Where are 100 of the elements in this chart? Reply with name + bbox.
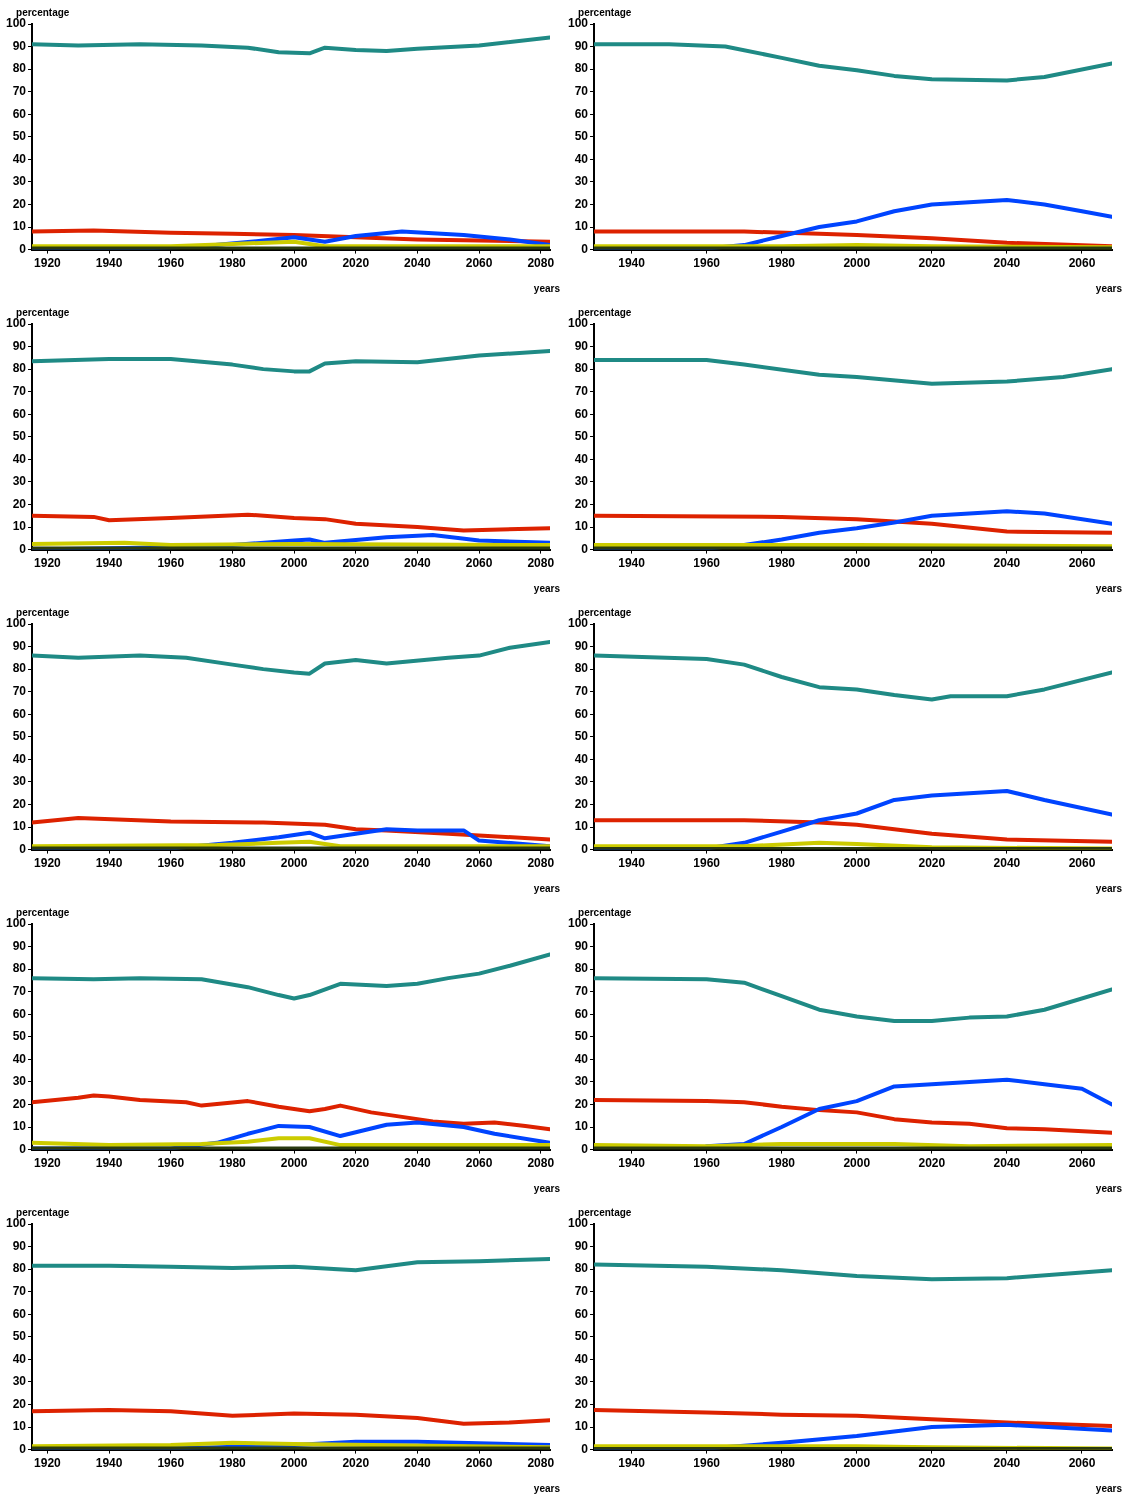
x-axis-title: years [1095, 1482, 1123, 1494]
x-tick-label: 2080 [527, 856, 555, 871]
y-tick-label: 60 [12, 706, 27, 721]
x-tick-label: 1940 [95, 556, 123, 571]
y-tick-label: 30 [12, 1374, 27, 1389]
y-tick-label: 70 [574, 383, 589, 398]
x-tick-label: 1980 [219, 556, 247, 571]
x-tick-label: 2080 [527, 1456, 555, 1471]
y-tick-label: 30 [12, 774, 27, 789]
x-tick-label: 2060 [465, 556, 493, 571]
y-tick-label: 70 [12, 383, 27, 398]
y-tick-label: 50 [12, 1029, 27, 1044]
y-tick-label: 60 [574, 1306, 589, 1321]
y-axis-title: percentage [16, 906, 70, 918]
x-tick-label: 1940 [95, 1456, 123, 1471]
y-tick-label: 0 [581, 241, 589, 256]
y-axis-title: percentage [16, 1206, 70, 1218]
x-tick-label: 1940 [618, 856, 646, 871]
y-tick-label: 10 [12, 1419, 27, 1434]
x-tick-label: 1960 [157, 1456, 185, 1471]
x-tick-label: 1960 [693, 256, 721, 271]
x-tick-label: 2020 [918, 1156, 946, 1171]
y-tick-label: 70 [574, 983, 589, 998]
x-tick-label: 2000 [843, 1156, 871, 1171]
x-tick-label: 1940 [618, 1156, 646, 1171]
y-tick-label: 100 [5, 316, 27, 331]
y-tick-label: 100 [5, 916, 27, 931]
y-tick-label: 90 [574, 38, 589, 53]
x-tick-label: 1960 [693, 1156, 721, 1171]
x-tick-label: 2020 [918, 256, 946, 271]
y-tick-label: 50 [574, 1029, 589, 1044]
y-tick-label: 100 [567, 916, 589, 931]
x-tick-label: 1920 [34, 556, 62, 571]
y-tick-label: 100 [567, 16, 589, 31]
x-tick-label: 1980 [768, 1456, 796, 1471]
y-tick-label: 80 [12, 361, 27, 376]
y-tick-label: 20 [12, 796, 27, 811]
x-tick-label: 2060 [1068, 856, 1096, 871]
x-tick-label: 1980 [768, 856, 796, 871]
y-tick-label: 20 [12, 196, 27, 211]
y-tick-label: 30 [574, 474, 589, 489]
y-tick-label: 80 [574, 361, 589, 376]
y-tick-label: 40 [12, 151, 27, 166]
x-tick-label: 1920 [34, 256, 62, 271]
x-tick-label: 2000 [843, 256, 871, 271]
y-tick-label: 30 [12, 174, 27, 189]
x-tick-label: 1960 [157, 1156, 185, 1171]
x-tick-label: 1940 [618, 556, 646, 571]
y-axis-title: percentage [578, 306, 632, 318]
x-tick-label: 2020 [342, 856, 370, 871]
y-tick-label: 30 [12, 474, 27, 489]
y-tick-label: 40 [12, 451, 27, 466]
y-tick-label: 60 [12, 1306, 27, 1321]
y-tick-label: 0 [19, 841, 27, 856]
x-tick-label: 2020 [918, 856, 946, 871]
y-tick-label: 50 [12, 729, 27, 744]
x-tick-label: 2000 [843, 556, 871, 571]
y-tick-label: 30 [574, 174, 589, 189]
y-tick-label: 70 [12, 1283, 27, 1298]
x-tick-label: 2000 [280, 1456, 308, 1471]
x-axis-title: years [1095, 1182, 1123, 1194]
x-tick-label: 2040 [404, 256, 432, 271]
y-tick-label: 10 [574, 819, 589, 834]
y-tick-label: 100 [567, 316, 589, 331]
x-tick-label: 2080 [527, 256, 555, 271]
y-tick-label: 80 [574, 61, 589, 76]
x-tick-label: 2060 [1068, 556, 1096, 571]
y-tick-label: 90 [574, 1238, 589, 1253]
y-tick-label: 80 [12, 1261, 27, 1276]
y-tick-label: 80 [12, 961, 27, 976]
x-tick-label: 2040 [404, 856, 432, 871]
x-tick-label: 1980 [219, 856, 247, 871]
x-axis-title: years [1095, 282, 1123, 294]
y-tick-label: 90 [574, 638, 589, 653]
x-tick-label: 1940 [95, 1156, 123, 1171]
y-tick-label: 70 [12, 983, 27, 998]
x-tick-label: 1920 [34, 856, 62, 871]
x-tick-label: 2060 [465, 256, 493, 271]
x-tick-label: 1980 [768, 556, 796, 571]
y-tick-label: 20 [574, 496, 589, 511]
y-tick-label: 50 [574, 429, 589, 444]
x-tick-label: 1960 [157, 856, 185, 871]
x-tick-label: 1940 [618, 1456, 646, 1471]
x-tick-label: 1940 [95, 256, 123, 271]
y-tick-label: 40 [574, 1351, 589, 1366]
y-tick-label: 40 [574, 151, 589, 166]
y-tick-label: 50 [574, 129, 589, 144]
y-tick-label: 100 [5, 16, 27, 31]
x-tick-label: 2060 [465, 1156, 493, 1171]
y-tick-label: 70 [574, 1283, 589, 1298]
y-tick-label: 40 [12, 1051, 27, 1066]
y-tick-label: 80 [574, 961, 589, 976]
y-tick-label: 60 [574, 1006, 589, 1021]
x-tick-label: 1960 [157, 556, 185, 571]
y-tick-label: 60 [12, 1006, 27, 1021]
x-axis-title: years [533, 1482, 561, 1494]
y-tick-label: 50 [574, 1329, 589, 1344]
y-tick-label: 60 [574, 706, 589, 721]
y-tick-label: 100 [5, 1216, 27, 1231]
x-tick-label: 2060 [1068, 1456, 1096, 1471]
